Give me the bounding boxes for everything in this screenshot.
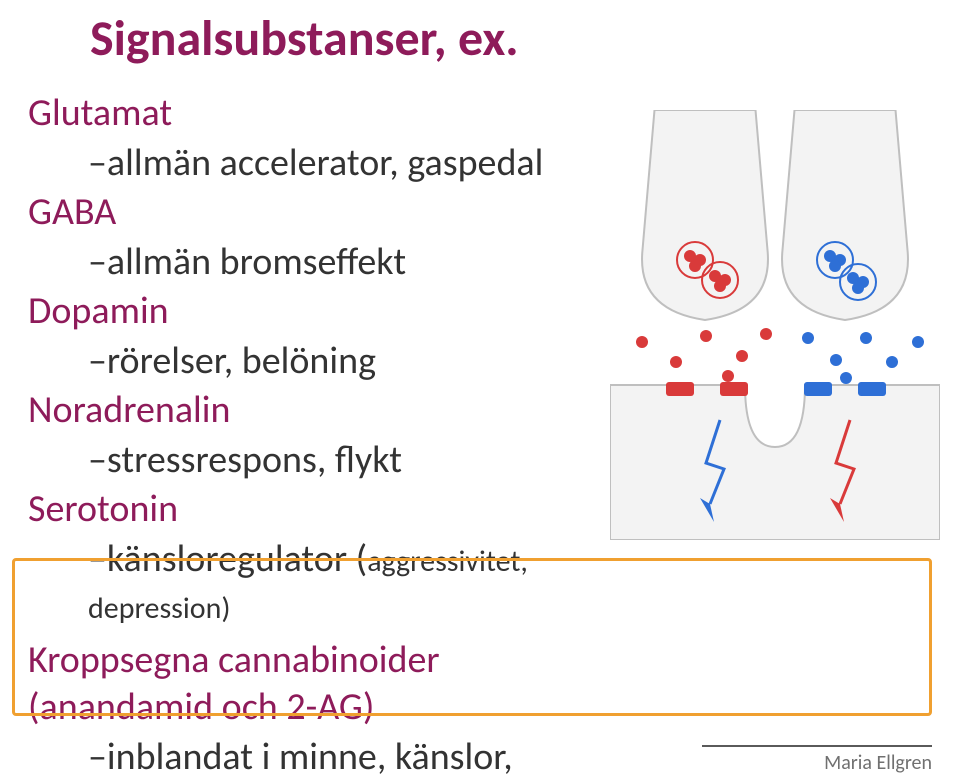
substance-name: Glutamat (28, 90, 628, 138)
substance-effect: –stressrespons, flykt (28, 437, 628, 485)
substance-effect: –rörelser, belöning (28, 338, 628, 386)
footer-author: Maria Ellgren (824, 751, 932, 775)
author-text: Maria Ellgren (824, 751, 932, 775)
substance-name: GABA (28, 189, 628, 237)
slide-title: Signalsubstanser, ex. (90, 8, 519, 69)
synapse-diagram (610, 110, 940, 540)
substance-name: Serotonin (28, 486, 628, 534)
title-text: Signalsubstanser, ex. (90, 8, 519, 69)
highlight-line: –inblandat i minne, känslor, hunger etc. (28, 734, 628, 783)
slide: { "title": { "text": "Signalsubstanser, … (0, 0, 960, 783)
substance-name: Dopamin (28, 288, 628, 336)
substance-effect: –allmän bromseffekt (28, 239, 628, 287)
substance-effect: –allmän accelerator, gaspedal (28, 140, 628, 188)
highlight-box (12, 558, 932, 716)
footer-divider (702, 745, 932, 747)
substance-name: Noradrenalin (28, 387, 628, 435)
